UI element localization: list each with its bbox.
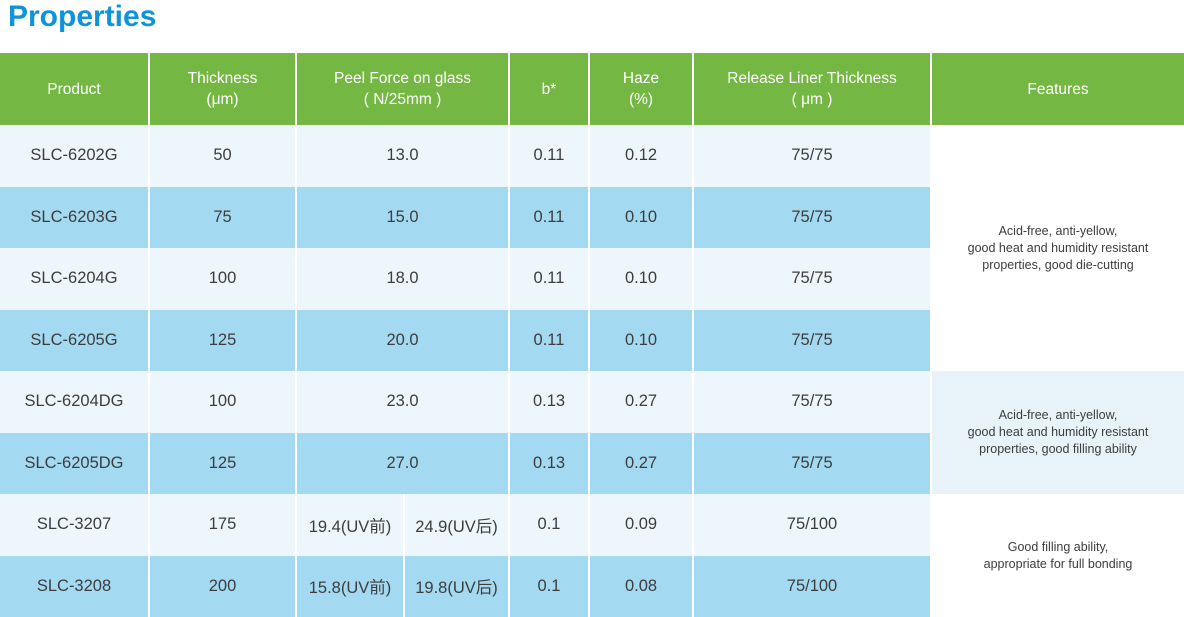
cell-haze: 0.09 bbox=[590, 494, 692, 556]
cell-peel-force: 27.0 bbox=[297, 432, 508, 494]
header-label: Release Liner Thickness bbox=[727, 70, 897, 87]
cell-release-liner: 75/100 bbox=[694, 555, 930, 617]
header-label: Product bbox=[47, 80, 101, 98]
cell-product: SLC-3208 bbox=[0, 555, 148, 617]
properties-table: Product Thickness (μm) Peel Force on gla… bbox=[0, 53, 1184, 617]
cell-peel-uv-before: 15.8(UV前) bbox=[297, 555, 403, 617]
cell-peel-force: 15.0 bbox=[297, 186, 508, 248]
cell-thickness: 100 bbox=[150, 371, 295, 433]
cell-b-star: 0.11 bbox=[510, 125, 588, 187]
cell-thickness: 200 bbox=[150, 555, 295, 617]
header-sublabel: ( μm ) bbox=[791, 91, 833, 108]
cell-haze: 0.12 bbox=[590, 125, 692, 187]
table-row: SLC-3207 175 19.4(UV前) 24.9(UV后) 0.1 0.0… bbox=[0, 494, 1184, 556]
cell-b-star: 0.11 bbox=[510, 248, 588, 310]
header-b-star: b* bbox=[510, 53, 588, 125]
cell-b-star: 0.11 bbox=[510, 309, 588, 371]
header-features: Features bbox=[932, 53, 1184, 125]
cell-product: SLC-6205G bbox=[0, 309, 148, 371]
header-sublabel: (μm) bbox=[206, 91, 239, 108]
cell-peel-uv-after: 24.9(UV后) bbox=[405, 494, 508, 556]
cell-release-liner: 75/75 bbox=[694, 248, 930, 310]
cell-haze: 0.10 bbox=[590, 309, 692, 371]
cell-haze: 0.08 bbox=[590, 555, 692, 617]
cell-haze: 0.27 bbox=[590, 371, 692, 433]
header-label: Haze bbox=[622, 70, 660, 87]
header-haze: Haze (%) bbox=[590, 53, 692, 125]
cell-b-star: 0.11 bbox=[510, 186, 588, 248]
cell-peel-force: 23.0 bbox=[297, 371, 508, 433]
features-cell-group3: Good filling ability, appropriate for fu… bbox=[932, 494, 1184, 617]
features-cell-group1: Acid-free, anti-yellow, good heat and hu… bbox=[932, 125, 1184, 371]
cell-release-liner: 75/75 bbox=[694, 125, 930, 187]
cell-haze: 0.27 bbox=[590, 432, 692, 494]
cell-product: SLC-6202G bbox=[0, 125, 148, 187]
cell-release-liner: 75/100 bbox=[694, 494, 930, 556]
header-thickness: Thickness (μm) bbox=[150, 53, 295, 125]
cell-b-star: 0.13 bbox=[510, 371, 588, 433]
cell-peel-force: 13.0 bbox=[297, 125, 508, 187]
cell-product: SLC-6204DG bbox=[0, 371, 148, 433]
cell-b-star: 0.13 bbox=[510, 432, 588, 494]
features-cell-group2: Acid-free, anti-yellow, good heat and hu… bbox=[932, 371, 1184, 494]
header-peel-force: Peel Force on glass ( N/25mm ) bbox=[297, 53, 508, 125]
cell-haze: 0.10 bbox=[590, 248, 692, 310]
cell-thickness: 75 bbox=[150, 186, 295, 248]
cell-product: SLC-6203G bbox=[0, 186, 148, 248]
cell-release-liner: 75/75 bbox=[694, 186, 930, 248]
header-release-liner: Release Liner Thickness ( μm ) bbox=[694, 53, 930, 125]
cell-peel-force: 20.0 bbox=[297, 309, 508, 371]
cell-thickness: 125 bbox=[150, 432, 295, 494]
cell-b-star: 0.1 bbox=[510, 555, 588, 617]
header-label: b* bbox=[541, 80, 557, 98]
cell-thickness: 175 bbox=[150, 494, 295, 556]
header-label: Features bbox=[1027, 80, 1089, 98]
cell-product: SLC-6205DG bbox=[0, 432, 148, 494]
cell-thickness: 125 bbox=[150, 309, 295, 371]
cell-peel-uv-after: 19.8(UV后) bbox=[405, 555, 508, 617]
table-header-row: Product Thickness (μm) Peel Force on gla… bbox=[0, 53, 1184, 125]
header-label: Peel Force on glass bbox=[334, 70, 471, 87]
header-product: Product bbox=[0, 53, 148, 125]
cell-product: SLC-6204G bbox=[0, 248, 148, 310]
cell-release-liner: 75/75 bbox=[694, 309, 930, 371]
cell-peel-uv-before: 19.4(UV前) bbox=[297, 494, 403, 556]
cell-b-star: 0.1 bbox=[510, 494, 588, 556]
cell-haze: 0.10 bbox=[590, 186, 692, 248]
cell-thickness: 100 bbox=[150, 248, 295, 310]
cell-product: SLC-3207 bbox=[0, 494, 148, 556]
cell-peel-force-split: 19.4(UV前) 24.9(UV后) bbox=[297, 494, 508, 556]
cell-peel-force-split: 15.8(UV前) 19.8(UV后) bbox=[297, 555, 508, 617]
page-title: Properties bbox=[8, 0, 157, 33]
cell-release-liner: 75/75 bbox=[694, 432, 930, 494]
cell-peel-force: 18.0 bbox=[297, 248, 508, 310]
cell-release-liner: 75/75 bbox=[694, 371, 930, 433]
header-sublabel: ( N/25mm ) bbox=[363, 91, 442, 108]
header-label: Thickness bbox=[187, 70, 258, 87]
header-sublabel: (%) bbox=[628, 91, 654, 108]
cell-thickness: 50 bbox=[150, 125, 295, 187]
